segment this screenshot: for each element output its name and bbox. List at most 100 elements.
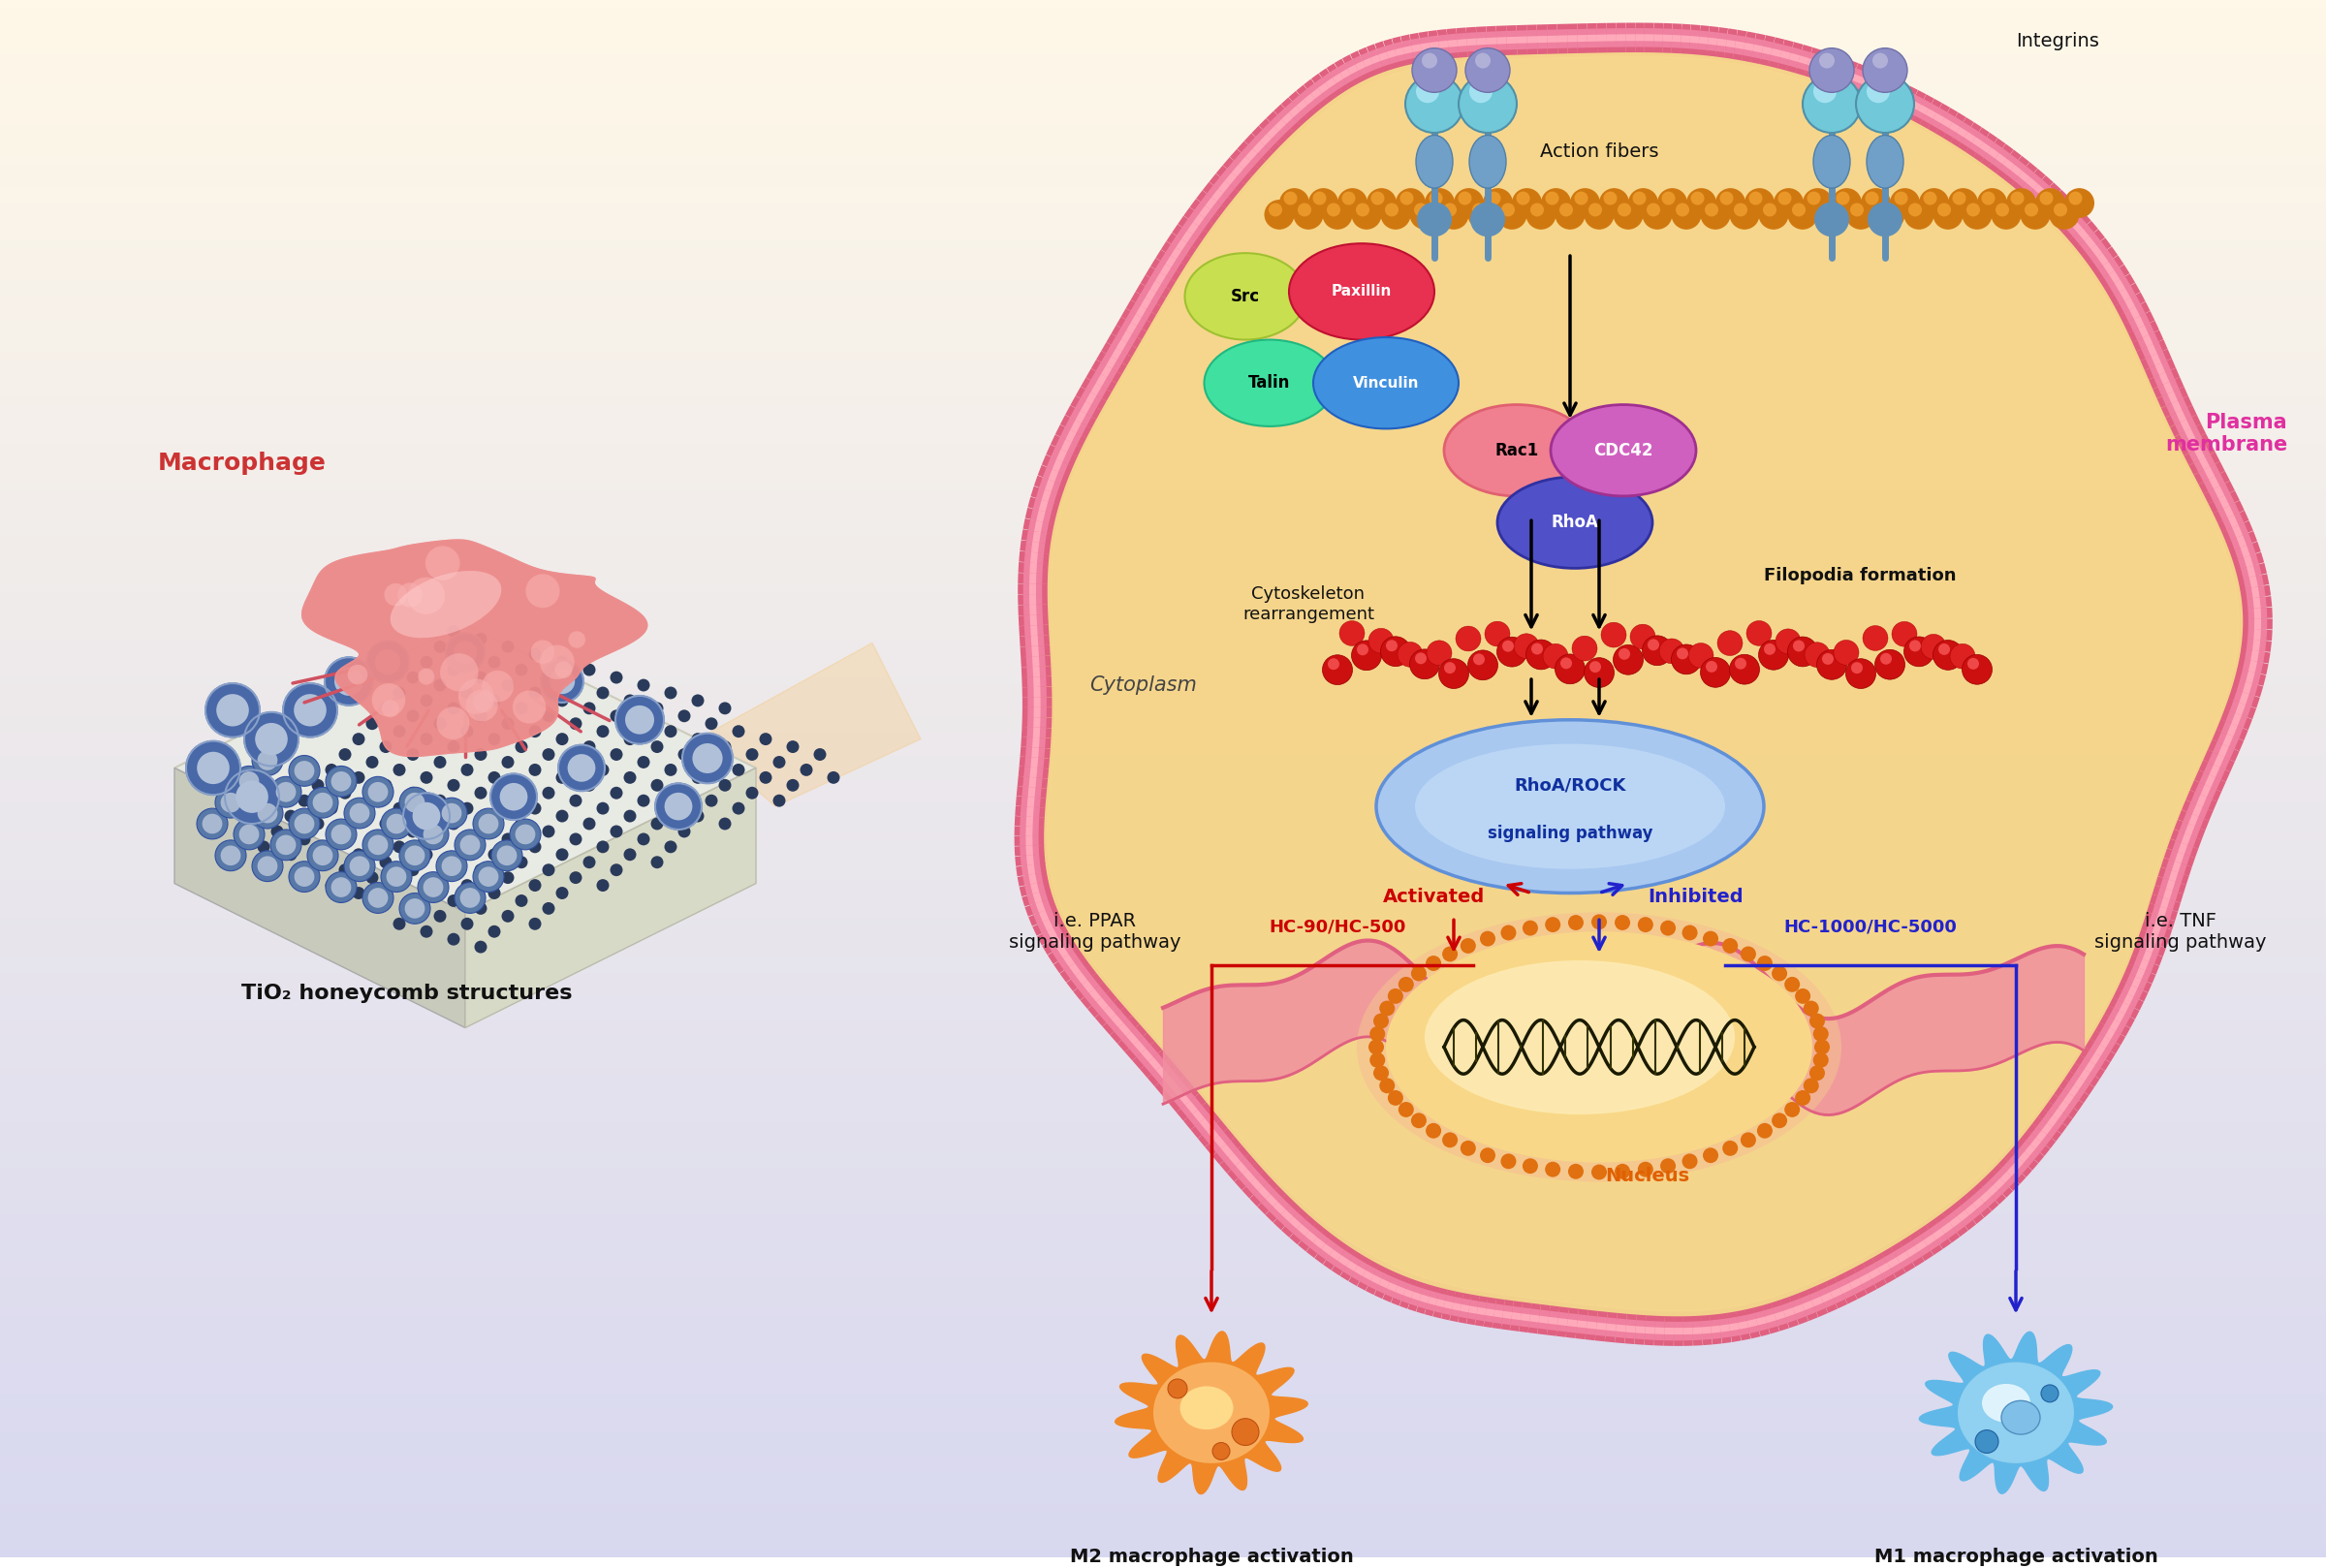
Circle shape [454,883,486,913]
Circle shape [488,695,500,707]
Circle shape [1861,188,1891,218]
Circle shape [1486,191,1500,205]
Circle shape [1398,1102,1414,1118]
Circle shape [1675,202,1689,216]
Circle shape [1212,1443,1230,1460]
Circle shape [1414,202,1428,216]
Circle shape [1544,917,1561,933]
Circle shape [1863,49,1907,93]
Circle shape [1456,626,1482,651]
Circle shape [2054,202,2068,216]
Circle shape [368,641,409,684]
Circle shape [433,795,447,808]
Circle shape [442,803,461,823]
Circle shape [461,724,475,737]
Circle shape [368,782,388,801]
Circle shape [609,748,623,760]
Circle shape [705,718,719,731]
Circle shape [1658,638,1684,663]
Circle shape [1426,640,1451,665]
Circle shape [447,740,461,753]
Circle shape [1705,202,1719,216]
Circle shape [1414,652,1426,665]
Circle shape [386,867,407,886]
Circle shape [1975,1430,1998,1454]
Circle shape [326,880,337,892]
Circle shape [1705,660,1717,673]
Circle shape [595,724,609,737]
Circle shape [584,779,595,792]
Circle shape [623,695,637,707]
Circle shape [1398,977,1414,993]
Ellipse shape [1356,913,1842,1182]
Circle shape [1368,188,1396,218]
Circle shape [1919,188,1949,218]
Circle shape [1382,637,1410,666]
Circle shape [447,626,461,638]
Circle shape [1721,938,1738,953]
Circle shape [433,833,447,845]
Circle shape [1682,925,1698,941]
Circle shape [1340,621,1365,646]
Ellipse shape [1386,931,1812,1162]
Circle shape [381,809,412,839]
Circle shape [1323,655,1351,685]
Circle shape [1703,931,1719,947]
Circle shape [421,771,433,784]
Circle shape [312,792,333,812]
Ellipse shape [1868,135,1903,188]
Circle shape [1614,199,1642,229]
Circle shape [479,814,498,834]
Circle shape [379,740,393,753]
Text: CDC42: CDC42 [1593,442,1654,459]
Circle shape [1803,1000,1819,1016]
Circle shape [528,687,542,699]
Circle shape [1428,191,1442,205]
Circle shape [609,864,623,877]
Circle shape [244,712,298,767]
Circle shape [733,803,744,815]
Circle shape [1468,651,1498,681]
Circle shape [514,817,528,829]
Circle shape [691,695,705,707]
Circle shape [584,856,595,869]
Circle shape [1938,643,1949,655]
Circle shape [1484,621,1510,646]
Circle shape [556,848,568,861]
Circle shape [326,764,337,776]
Circle shape [1500,202,1514,216]
Circle shape [491,773,537,820]
Circle shape [502,795,514,808]
Circle shape [1821,654,1833,665]
Circle shape [421,809,433,822]
Polygon shape [302,539,647,756]
Circle shape [1526,640,1556,670]
Circle shape [1479,931,1496,947]
Circle shape [556,655,568,668]
Circle shape [747,787,758,800]
Circle shape [365,718,379,731]
Circle shape [1368,1040,1384,1055]
Circle shape [1772,1113,1786,1129]
Ellipse shape [1498,477,1651,568]
Circle shape [1410,199,1440,229]
Circle shape [1642,199,1672,229]
Circle shape [570,679,582,691]
Circle shape [528,803,542,815]
Circle shape [1614,1163,1631,1179]
Circle shape [407,748,419,760]
Circle shape [1514,633,1540,659]
Circle shape [616,696,663,743]
Circle shape [447,817,461,829]
Circle shape [465,690,498,721]
Circle shape [584,663,595,676]
Circle shape [1526,199,1556,229]
Circle shape [1817,649,1847,679]
Circle shape [1775,629,1800,654]
Circle shape [407,787,419,800]
Circle shape [481,671,514,702]
Circle shape [284,684,337,737]
Circle shape [461,687,475,699]
Circle shape [295,867,314,886]
Circle shape [509,818,540,850]
